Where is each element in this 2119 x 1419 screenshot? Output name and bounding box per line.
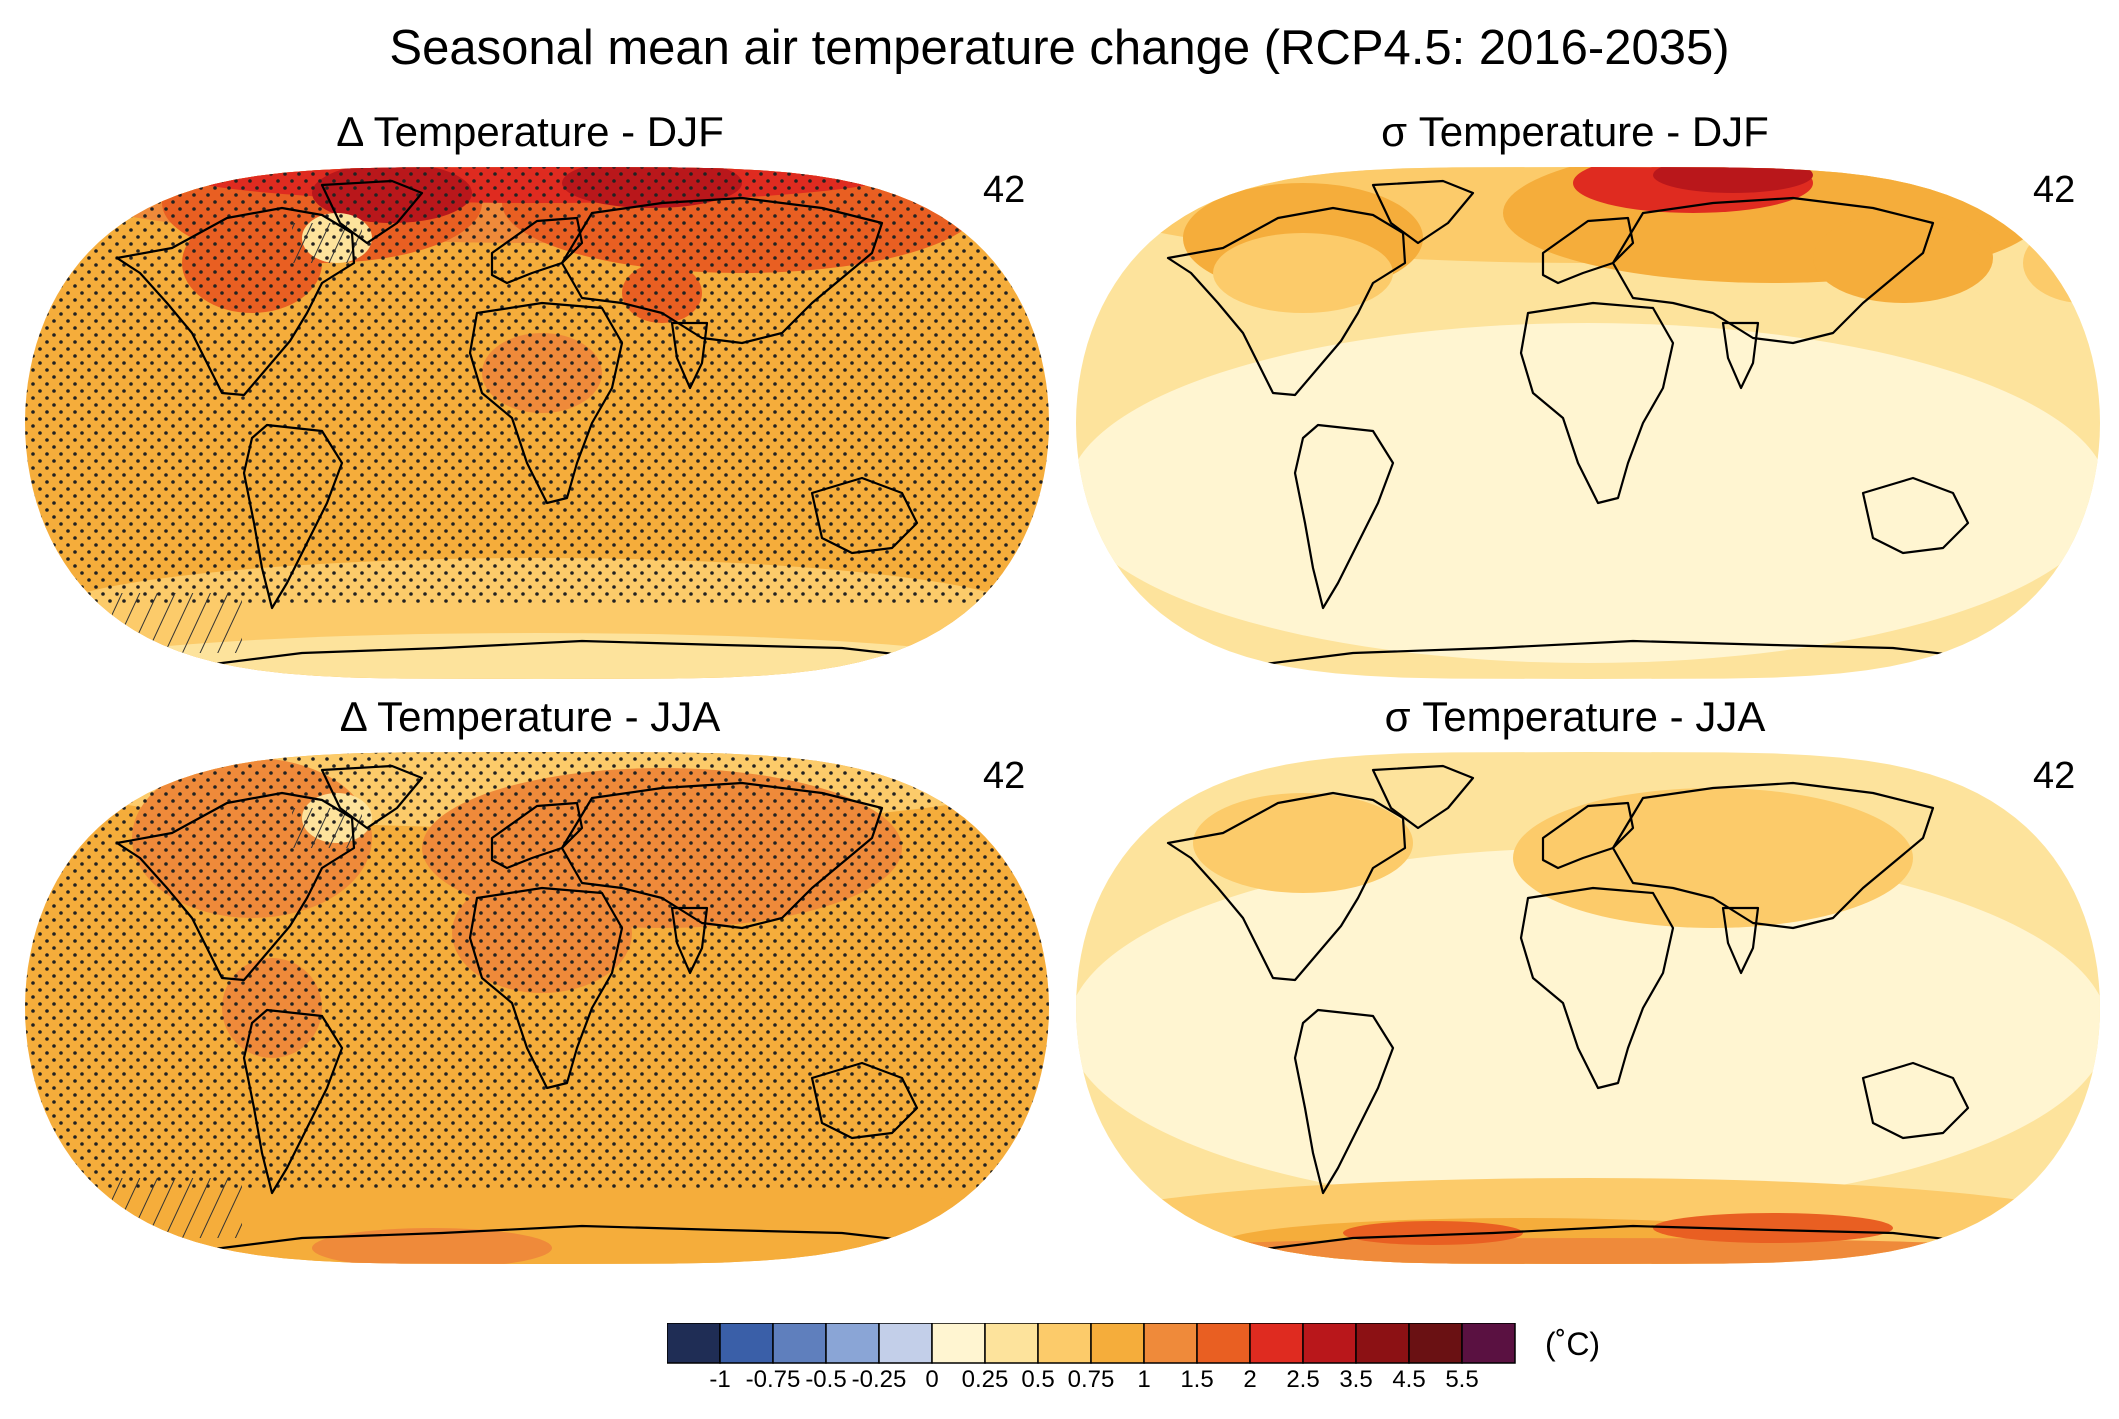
panel-title-sigma-jja: σ Temperature - JJA bbox=[1384, 693, 1766, 740]
coastline-asia bbox=[1611, 196, 1935, 345]
temperature-contour-region bbox=[1653, 167, 1813, 193]
coastline-australia bbox=[810, 1061, 919, 1140]
coastline-antarctica bbox=[150, 639, 974, 679]
hatching-overlay bbox=[112, 1178, 242, 1238]
coastline-northAmerica bbox=[115, 206, 356, 397]
colorbar-tick-label: 5.5 bbox=[1445, 1366, 1478, 1388]
temperature-contour-region bbox=[312, 1228, 552, 1264]
hatching-overlay bbox=[292, 223, 362, 263]
coastline-australia bbox=[810, 476, 919, 555]
colorbar-swatch bbox=[931, 1323, 986, 1364]
temperature-contour-region bbox=[1076, 323, 2100, 663]
colorbar-tick-label: 0.75 bbox=[1068, 1366, 1115, 1388]
model-count-sigma-jja: 42 bbox=[2033, 755, 2076, 797]
temperature-contour-region bbox=[1108, 1238, 2068, 1264]
figure-title: Seasonal mean air temperature change (RC… bbox=[389, 21, 1730, 75]
colorbar-tick-label: 0.5 bbox=[1021, 1366, 1054, 1388]
coastline-africa bbox=[1519, 301, 1675, 505]
coastline-southAmerica bbox=[1293, 1008, 1395, 1195]
colorbar-swatch bbox=[984, 1323, 1039, 1364]
colorbar: -1 -0.75 -0.5 -0.25 0 0.25 0.5 0.75 1 1.5 2 2.5 3.5 4… bbox=[667, 1323, 1516, 1388]
coastline-northAmerica bbox=[1166, 206, 1407, 397]
stippling-overlay bbox=[25, 752, 1049, 1188]
colorbar-swatch bbox=[878, 1323, 933, 1364]
colorbar-tick-label: -0.75 bbox=[746, 1366, 801, 1388]
coastline-india bbox=[670, 321, 709, 390]
colorbar-swatch bbox=[1037, 1323, 1092, 1364]
temperature-contour-region bbox=[1213, 233, 1393, 313]
coastline-antarctica bbox=[150, 1224, 974, 1264]
map-delta-jja bbox=[25, 752, 1049, 1264]
hatching-overlay bbox=[292, 808, 362, 848]
colorbar-swatch bbox=[1090, 1323, 1145, 1364]
colorbar-swatch bbox=[1196, 1323, 1251, 1364]
colorbar-tick-label: 3.5 bbox=[1339, 1366, 1372, 1388]
colorbar-tick-label: -1 bbox=[709, 1366, 730, 1388]
temperature-contour-region bbox=[1076, 848, 2100, 1208]
coastline-africa bbox=[468, 301, 624, 505]
model-count-delta-jja: 42 bbox=[983, 755, 1026, 797]
coastline-greenland bbox=[320, 179, 424, 245]
colorbar-swatch bbox=[1355, 1323, 1410, 1364]
model-count-delta-djf: 42 bbox=[983, 169, 1026, 211]
map-delta-djf bbox=[25, 167, 1049, 679]
coastline-asia bbox=[560, 781, 884, 930]
coastline-africa bbox=[468, 886, 624, 1090]
coastline-northAmerica bbox=[115, 791, 356, 982]
panel-title-delta-djf: Δ Temperature - DJF bbox=[336, 108, 724, 155]
coastline-india bbox=[1721, 321, 1760, 390]
colorbar-tick-label: 1.5 bbox=[1180, 1366, 1213, 1388]
temperature-contour-region bbox=[1343, 1221, 1523, 1245]
hatching-overlay bbox=[112, 593, 242, 653]
temperature-contour-region bbox=[1193, 793, 1413, 893]
colorbar-tick-label: -0.25 bbox=[852, 1366, 907, 1388]
colorbar-swatch bbox=[1143, 1323, 1198, 1364]
colorbar-tick-label: 1 bbox=[1137, 1366, 1150, 1388]
temperature-contour-region bbox=[1813, 213, 1993, 303]
colorbar-tick-label: 4.5 bbox=[1392, 1366, 1425, 1388]
colorbar-swatch bbox=[1249, 1323, 1304, 1364]
temperature-contour-region bbox=[37, 633, 1037, 679]
colorbar-tick-label: 2.5 bbox=[1286, 1366, 1319, 1388]
coastline-antarctica bbox=[1201, 1224, 2025, 1264]
temperature-contour-region bbox=[1653, 1213, 1893, 1243]
panel-title-delta-jja: Δ Temperature - JJA bbox=[339, 693, 721, 740]
colorbar-swatch bbox=[825, 1323, 880, 1364]
colorbar-tick-label: 0.25 bbox=[962, 1366, 1009, 1388]
map-sigma-jja bbox=[1076, 752, 2100, 1264]
panel-title-sigma-djf: σ Temperature - DJF bbox=[1381, 108, 1769, 155]
colorbar-swatch bbox=[772, 1323, 827, 1364]
colorbar-swatch bbox=[1408, 1323, 1463, 1364]
coastline-india bbox=[670, 906, 709, 975]
coastline-southAmerica bbox=[1293, 423, 1395, 610]
coastline-australia bbox=[1861, 476, 1970, 555]
colorbar-swatch bbox=[667, 1323, 721, 1364]
coastline-southAmerica bbox=[242, 1008, 344, 1195]
colorbar-units-label: (˚C) bbox=[1545, 1326, 1601, 1362]
coastline-antarctica bbox=[1201, 639, 2025, 679]
coastline-greenland bbox=[320, 764, 424, 830]
colorbar-swatch bbox=[1461, 1323, 1516, 1364]
colorbar-swatch bbox=[719, 1323, 774, 1364]
colorbar-tick-label: -0.5 bbox=[805, 1366, 846, 1388]
coastline-greenland bbox=[1371, 179, 1475, 245]
colorbar-tick-label: 0 bbox=[925, 1366, 938, 1388]
stippling-overlay bbox=[25, 167, 1049, 603]
coastline-asia bbox=[1611, 781, 1935, 930]
temperature-contour-region bbox=[1513, 788, 1913, 928]
model-count-sigma-djf: 42 bbox=[2033, 169, 2076, 211]
colorbar-tick-label: 2 bbox=[1243, 1366, 1256, 1388]
coastline-southAmerica bbox=[242, 423, 344, 610]
map-sigma-djf bbox=[1076, 167, 2100, 679]
coastline-africa bbox=[1519, 886, 1675, 1090]
coastline-asia bbox=[560, 196, 884, 345]
colorbar-swatch bbox=[1302, 1323, 1357, 1364]
coastline-australia bbox=[1861, 1061, 1970, 1140]
coastline-greenland bbox=[1371, 764, 1475, 830]
coastline-india bbox=[1721, 906, 1760, 975]
coastline-northAmerica bbox=[1166, 791, 1407, 982]
